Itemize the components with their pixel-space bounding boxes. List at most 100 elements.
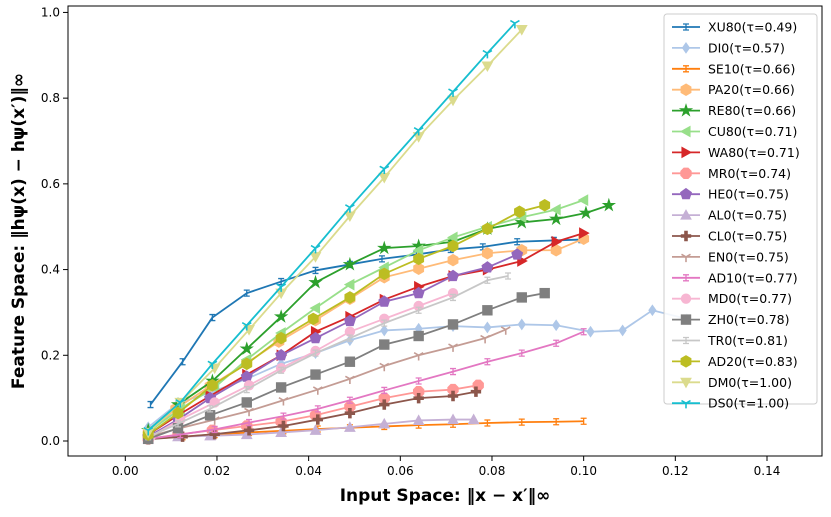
x-tick-label: 0.08 (479, 464, 506, 478)
data-point-di0-13 (586, 325, 595, 338)
data-point-pa20-8 (413, 262, 425, 275)
legend-label-al0: AL0(τ=0.75) (708, 208, 787, 223)
data-point-xu80-11 (514, 238, 521, 246)
data-point-en0-3 (244, 407, 254, 417)
data-point-al0-7 (378, 417, 391, 429)
legend-item-ds0: DS0(τ=1.00) (672, 396, 789, 411)
data-point-ds0-10 (482, 49, 493, 59)
data-point-ds0-5 (310, 244, 321, 254)
series-line-en0 (147, 328, 507, 438)
legend-item-zh0: ZH0(τ=0.78) (672, 312, 790, 327)
data-point-se10-10 (484, 419, 491, 427)
data-point-cu80-5 (309, 302, 321, 315)
data-point-zh0-3 (241, 397, 252, 408)
x-tick-label: 0.04 (295, 464, 322, 478)
data-point-zh0-8 (413, 330, 424, 342)
data-point-en0-7 (379, 362, 390, 372)
data-point-tr0-2 (207, 405, 214, 413)
legend-label-ad20: AD20(τ=0.83) (708, 354, 798, 369)
y-tick-label: 0.2 (41, 348, 60, 362)
data-point-ds0-9 (448, 88, 458, 97)
legend-box (663, 13, 818, 405)
data-point-ad10-7 (381, 386, 388, 395)
data-point-zh0-7 (379, 339, 390, 350)
legend-label-pa20: PA20(τ=0.66) (708, 82, 795, 97)
data-point-zh0-12 (539, 287, 550, 299)
legend-label-cu80: CU80(τ=0.71) (708, 124, 797, 139)
data-point-cu80-13 (577, 194, 589, 207)
data-point-zh0-2 (204, 410, 216, 421)
legend-marker-ds0 (681, 399, 691, 409)
data-point-ad20-12 (539, 199, 551, 212)
data-point-he0-9 (447, 269, 460, 282)
data-point-en0-8 (413, 351, 424, 361)
data-point-al0-4 (275, 426, 288, 437)
y-tick-label: 0.4 (41, 263, 60, 277)
data-point-di0-14 (618, 324, 627, 337)
y-tick-label: 0.6 (41, 177, 60, 191)
data-point-ad20-4 (275, 331, 287, 345)
data-point-he0-4 (275, 348, 288, 361)
data-point-ad20-11 (514, 205, 525, 218)
y-axis-ticks: 0.0 0.2 0.4 0.6 0.8 1.0 (41, 5, 68, 448)
legend-label-en0: EN0(τ=0.75) (708, 249, 789, 264)
data-point-xu80-3 (243, 289, 250, 297)
data-point-cl0-9 (447, 390, 459, 402)
series-line-md0 (150, 292, 454, 438)
legend-marker-al0 (680, 209, 692, 220)
data-point-ad20-6 (344, 291, 356, 304)
series-he0 (142, 248, 524, 442)
data-point-cu80-6 (343, 278, 355, 291)
data-point-se10-13 (580, 417, 587, 425)
legend-item-dm0: DM0(τ=1.00) (672, 375, 792, 390)
data-point-ad10-6 (346, 396, 353, 404)
data-point-cu80-12 (550, 203, 561, 216)
data-point-al0-5 (309, 424, 322, 435)
legend-marker-ad20 (680, 355, 692, 368)
data-point-tr0-9 (450, 293, 457, 302)
data-point-ad10-11 (518, 349, 525, 357)
data-point-tr0-3 (243, 385, 250, 394)
series-tr0 (145, 272, 512, 441)
data-point-he0-5 (309, 331, 322, 344)
data-point-ds0-3 (241, 321, 252, 331)
data-point-he0-11 (511, 248, 524, 260)
legend-marker-se10 (683, 65, 689, 73)
legend-label-se10: SE10(τ=0.66) (708, 61, 795, 76)
legend-marker-di0 (681, 42, 691, 54)
data-point-ad20-5 (307, 312, 319, 326)
y-axis-label: Feature Space: ‖hψ(x) − hψ(x′)‖∞ (9, 73, 29, 389)
data-point-wa80-13 (579, 227, 590, 240)
legend-item-pa20: PA20(τ=0.66) (672, 82, 795, 97)
series-line-tr0 (147, 275, 509, 438)
data-point-re80-13 (578, 205, 594, 220)
legend-label-cl0: CL0(τ=0.75) (708, 229, 787, 244)
legend-label-tr0: TR0(τ=0.81) (707, 333, 788, 348)
data-point-cl0-7 (379, 399, 390, 410)
legend-label-he0: HE0(τ=0.75) (708, 187, 789, 202)
data-point-ad20-10 (481, 222, 493, 236)
data-point-en0-10 (480, 334, 491, 344)
data-point-di0-12 (552, 319, 561, 332)
legend-item-ad10: AD10(τ=0.77) (672, 270, 798, 285)
series-line-dm0 (147, 28, 523, 434)
x-tick-label: 0.06 (387, 464, 414, 478)
x-tick-label: 0.02 (204, 464, 231, 478)
series-cl0 (143, 386, 482, 445)
data-point-xu80-1 (179, 358, 186, 366)
legend-item-cl0: CL0(τ=0.75) (672, 229, 787, 244)
data-point-di0-10 (483, 321, 492, 334)
legend-item-xu80: XU80(τ=0.49) (672, 20, 797, 35)
data-point-ds0-0 (143, 426, 154, 436)
data-point-di0-11 (517, 318, 526, 331)
legend-label-di0: DI0(τ=0.57) (708, 40, 785, 55)
legend-label-dm0: DM0(τ=1.00) (708, 375, 792, 390)
x-tick-label: 0.14 (754, 464, 781, 478)
data-point-zh0-5 (310, 369, 321, 380)
data-point-ad10-3 (246, 418, 253, 427)
data-point-tr0-5 (312, 349, 319, 357)
data-point-re80-6 (342, 256, 358, 271)
data-point-tr0-8 (415, 306, 422, 314)
data-point-he0-7 (378, 295, 391, 307)
data-point-en0-4 (278, 396, 289, 406)
